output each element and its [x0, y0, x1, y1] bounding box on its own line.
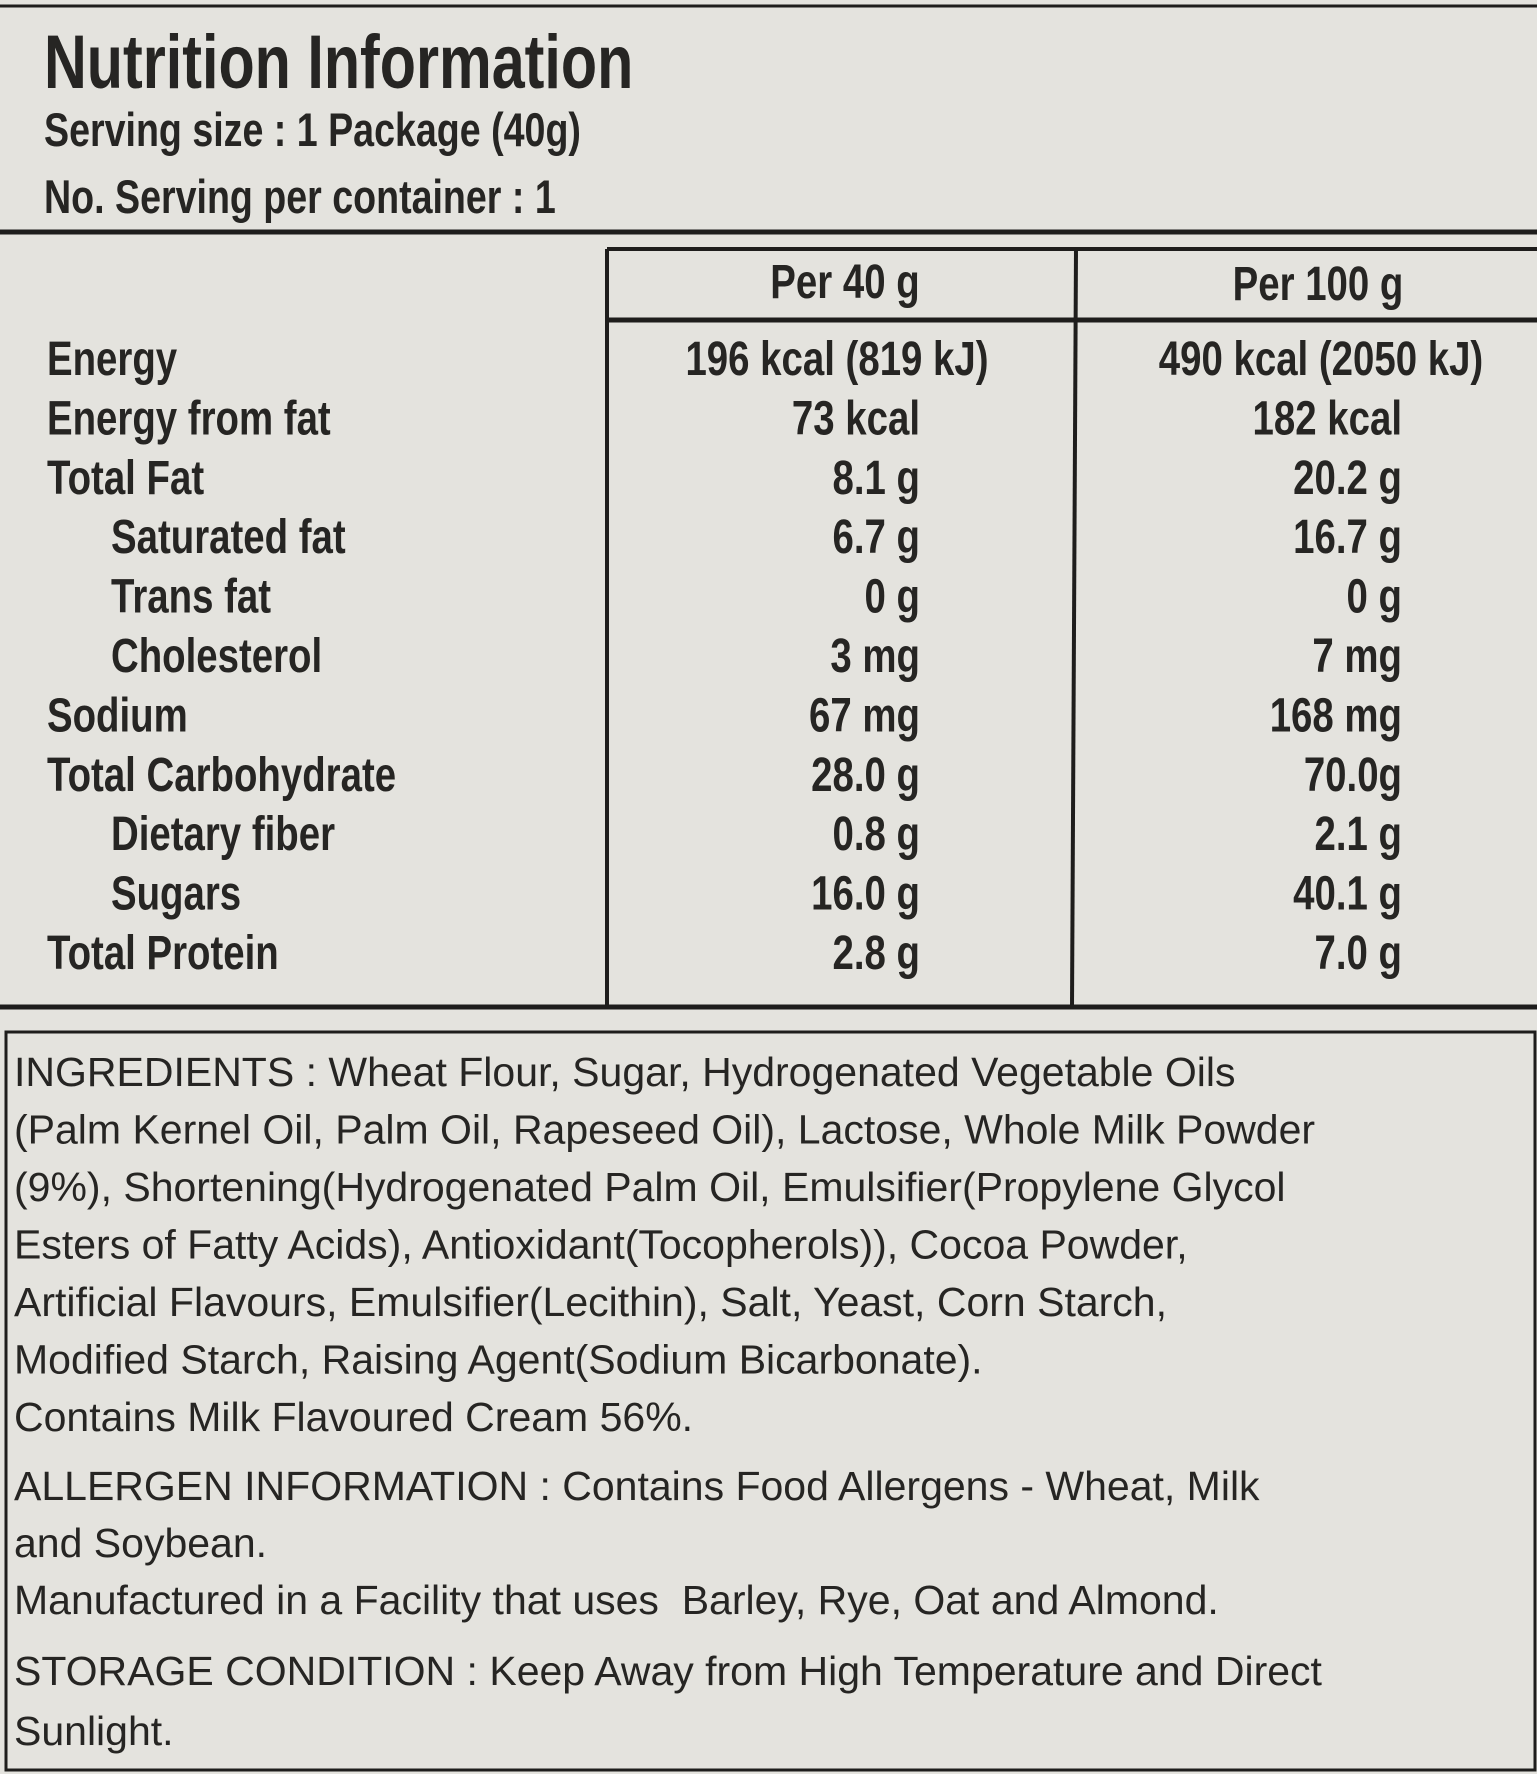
allergen-line: and Soybean.: [14, 1520, 267, 1566]
servings: No. Serving per container : 1: [44, 171, 556, 224]
ingredients-line: (9%), Shortening(Hydrogenated Palm Oil, …: [14, 1164, 1286, 1210]
per-40g: 8.1 g: [833, 452, 920, 505]
nutrient-name: Saturated fat: [111, 511, 346, 564]
per-100g: 16.7 g: [1293, 511, 1402, 564]
per-100g: 7.0 g: [1315, 927, 1402, 980]
per-40g: 6.7 g: [833, 511, 920, 564]
ingredients-line: (Palm Kernel Oil, Palm Oil, Rapeseed Oil…: [14, 1107, 1315, 1153]
ingredients-line: Artificial Flavours, Emulsifier(Lecithin…: [14, 1279, 1167, 1325]
nutrient-name: Sodium: [47, 689, 188, 742]
nutrient-name: Energy: [47, 333, 177, 386]
storage-line: STORAGE CONDITION : Keep Away from High …: [14, 1648, 1323, 1694]
per-100g: 168 mg: [1270, 689, 1402, 742]
per-100g: 7 mg: [1312, 630, 1402, 683]
per-100g: 40.1 g: [1293, 868, 1402, 921]
nutrient-name: Total Carbohydrate: [47, 749, 396, 802]
per-40g: 16.0 g: [811, 868, 920, 921]
nutrient-name: Cholesterol: [111, 630, 322, 683]
nutrient-name: Dietary fiber: [111, 808, 335, 861]
per-40g: 2.8 g: [833, 927, 920, 980]
per-40g: 196 kcal (819 kJ): [685, 333, 988, 386]
ingredients-line: INGREDIENTS : Wheat Flour, Sugar, Hydrog…: [14, 1049, 1235, 1095]
allergen-line: Manufactured in a Facility that uses Bar…: [14, 1577, 1219, 1623]
title: Nutrition Information: [44, 20, 633, 105]
per-40g: 67 mg: [809, 689, 920, 742]
column-header: Per 100 g: [1233, 258, 1404, 311]
ingredients-line: Esters of Fatty Acids), Antioxidant(Toco…: [14, 1222, 1188, 1268]
per-40g: 3 mg: [830, 630, 920, 683]
per-100g: 182 kcal: [1253, 392, 1402, 445]
per-100g: 20.2 g: [1293, 452, 1402, 505]
nutrient-name: Sugars: [111, 868, 241, 921]
per-100g: 490 kcal (2050 kJ): [1159, 333, 1483, 386]
nutrient-name: Energy from fat: [47, 392, 331, 445]
per-40g: 28.0 g: [811, 749, 920, 802]
per-40g: 73 kcal: [792, 392, 920, 445]
per-40g: 0.8 g: [833, 808, 920, 861]
per-40g: 0 g: [865, 571, 920, 624]
nutrient-name: Total Protein: [47, 927, 279, 980]
storage-line: Sunlight.: [14, 1708, 174, 1754]
ingredients-box: [4, 1030, 1537, 1772]
nutrient-name: Trans fat: [111, 571, 271, 624]
allergen-line: ALLERGEN INFORMATION : Contains Food All…: [14, 1463, 1260, 1509]
nutrient-name: Total Fat: [47, 452, 204, 505]
per-100g: 70.0g: [1304, 749, 1402, 802]
column-divider: [1070, 248, 1078, 1008]
per-100g: 2.1 g: [1315, 808, 1402, 861]
per-100g: 0 g: [1347, 571, 1402, 624]
ingredients-line: Contains Milk Flavoured Cream 56%.: [14, 1394, 693, 1440]
serving-size: Serving size : 1 Package (40g): [44, 104, 581, 157]
column-header: Per 40 g: [770, 256, 919, 309]
ingredients-line: Modified Starch, Raising Agent(Sodium Bi…: [14, 1337, 983, 1383]
